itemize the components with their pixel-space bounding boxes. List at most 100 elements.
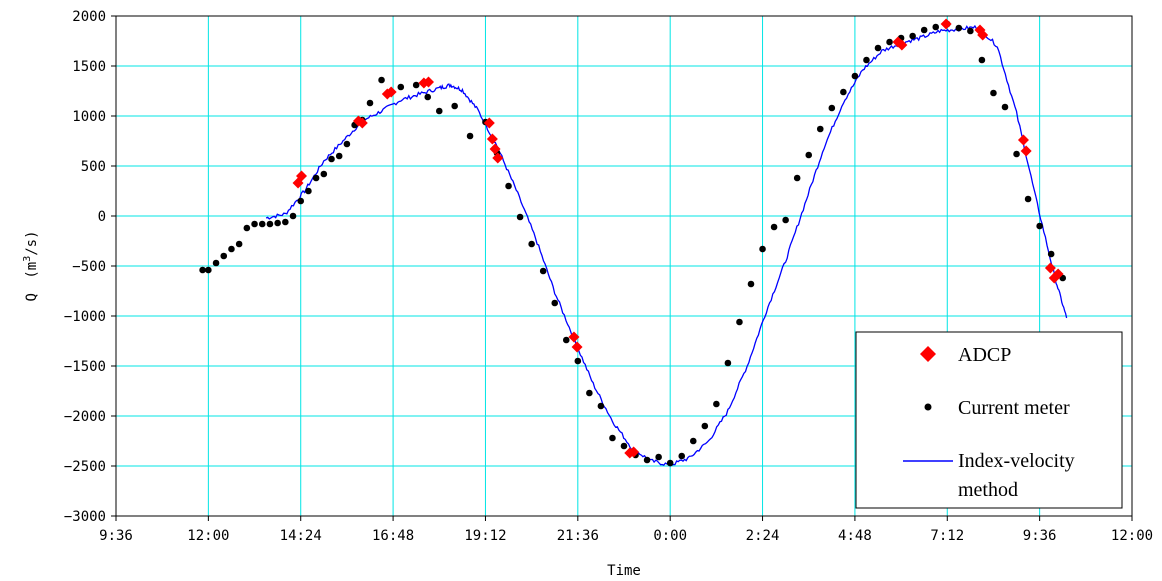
current-meter-point <box>597 402 605 410</box>
y-tick-label: −2500 <box>64 459 106 475</box>
current-meter-point <box>655 453 662 461</box>
current-meter-point <box>516 213 524 221</box>
current-meter-point <box>724 359 732 367</box>
current-meter-point <box>235 240 243 248</box>
adcp-point <box>628 446 640 458</box>
current-meter-point <box>713 400 720 408</box>
current-meter-point <box>266 220 274 228</box>
current-meter-point <box>505 182 512 190</box>
current-meter-point <box>466 132 474 140</box>
current-meter-point <box>212 259 220 267</box>
current-meter-point <box>967 27 974 35</box>
x-tick-label: 9:36 <box>1023 528 1057 544</box>
current-meter-point <box>397 83 405 91</box>
current-meter-point <box>874 44 882 52</box>
adcp-point <box>571 341 583 353</box>
current-meter-point <box>840 88 847 96</box>
current-meter-point <box>1036 222 1043 230</box>
current-meter-point <box>424 93 432 101</box>
adcp-point <box>422 76 434 88</box>
legend-adcp-label: ADCP <box>958 344 1011 366</box>
x-tick-label: 21:36 <box>557 528 599 544</box>
adcp-point <box>1020 145 1032 157</box>
current-meter-point <box>701 422 709 430</box>
current-meter-point <box>759 245 766 253</box>
current-meter-point <box>205 266 212 274</box>
y-tick-label: −1500 <box>64 359 106 375</box>
current-meter-point <box>955 24 963 32</box>
current-meter-point <box>258 220 266 228</box>
current-meter-point <box>1024 195 1032 203</box>
current-meter-point <box>886 38 893 46</box>
adcp-point <box>977 29 989 41</box>
x-tick-label: 9:36 <box>99 528 133 544</box>
adcp-point <box>356 117 368 129</box>
current-meter-point <box>863 56 870 64</box>
current-meter-point <box>305 187 312 195</box>
legend-index-velocity-label-2: method <box>958 479 1018 501</box>
y-tick-label: 500 <box>81 159 106 175</box>
current-meter-point <box>574 357 582 365</box>
current-meter-point <box>1013 150 1020 158</box>
adcp-point <box>385 86 397 98</box>
x-tick-label: 7:12 <box>930 528 964 544</box>
current-meter-point <box>539 267 547 275</box>
current-meter-point <box>228 245 235 253</box>
current-meter-point <box>243 224 251 232</box>
y-axis-title-q: Q <box>24 293 40 301</box>
x-tick-label: 0:00 <box>653 528 687 544</box>
current-meter-point <box>328 155 335 163</box>
current-meter-point <box>451 102 458 110</box>
adcp-point <box>1044 262 1056 274</box>
x-tick-label: 19:12 <box>464 528 506 544</box>
legend-box <box>855 331 1123 509</box>
y-axis-title-unit-base: m <box>24 262 40 270</box>
current-meter-point <box>297 197 305 205</box>
x-tick-label: 4:48 <box>838 528 872 544</box>
current-meter-point <box>666 459 674 467</box>
current-meter-point <box>551 299 559 307</box>
current-meter-point <box>689 437 697 445</box>
y-tick-label: −3000 <box>64 509 106 525</box>
y-axis-title: Q (m3/s) <box>22 230 40 301</box>
y-tick-label: −2000 <box>64 409 106 425</box>
x-tick-label: 16:48 <box>372 528 414 544</box>
adcp-point <box>1052 268 1064 280</box>
current-meter-point <box>990 89 997 97</box>
y-tick-label: 2000 <box>72 9 106 25</box>
current-meter-point <box>1001 103 1009 111</box>
current-meter-point <box>609 434 616 442</box>
current-meter-point <box>920 26 928 34</box>
y-axis-title-unit-sup: 3 <box>22 256 33 262</box>
current-meter-point <box>805 151 813 159</box>
current-meter-point <box>274 219 281 227</box>
y-tick-label: −1000 <box>64 309 106 325</box>
current-meter-point <box>435 107 443 115</box>
svg-text:Q (m3/s): Q (m3/s) <box>22 230 40 301</box>
current-meter-point <box>412 81 420 89</box>
y-axis-title-unit-tail: /s <box>24 239 40 256</box>
adcp-point <box>486 133 498 145</box>
current-meter-point <box>528 240 535 248</box>
index-velocity-series <box>265 24 1068 467</box>
y-axis-ticks: 2000 1500 1000 500 0 −500 −1000 −1500 −2000 −2500… <box>64 9 116 525</box>
current-meter-point <box>1047 250 1055 258</box>
current-meter-point <box>586 389 593 397</box>
x-tick-label: 2:24 <box>746 528 780 544</box>
adcp-series <box>292 18 1064 459</box>
current-meter-point <box>851 72 859 80</box>
current-meter-point <box>793 174 801 182</box>
current-meter-point <box>747 280 755 288</box>
current-meter-point <box>620 442 628 450</box>
y-tick-label: 0 <box>98 209 106 225</box>
legend-index-velocity-label-1: Index-velocity <box>958 450 1075 472</box>
adcp-point <box>940 18 952 30</box>
current-meter-point <box>312 174 320 182</box>
adcp-point <box>483 117 495 129</box>
index-velocity-line <box>265 24 1068 467</box>
current-meter-point <box>289 212 297 220</box>
x-tick-label: 12:00 <box>187 528 229 544</box>
current-meter-point <box>343 140 351 148</box>
current-meter-point <box>251 220 258 228</box>
